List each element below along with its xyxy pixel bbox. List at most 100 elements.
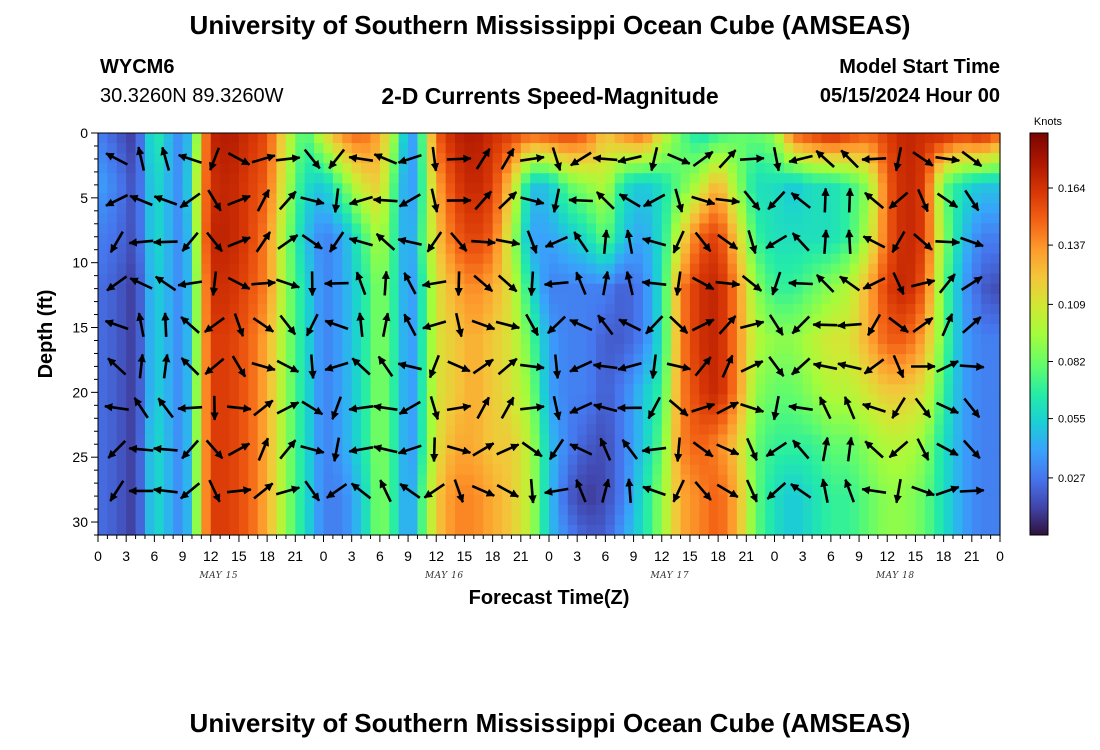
- heat-cell: [887, 334, 898, 345]
- heat-cell: [652, 243, 663, 255]
- current-arrow: [716, 483, 739, 499]
- heat-cell: [840, 354, 851, 365]
- heat-cell: [144, 454, 155, 466]
- heat-cell: [473, 263, 484, 275]
- heat-cell: [943, 283, 954, 295]
- heat-cell: [116, 283, 127, 295]
- heat-cell: [483, 183, 494, 194]
- heat-cell: [342, 494, 353, 506]
- heat-cell: [539, 434, 550, 446]
- current-arrow: [251, 361, 276, 372]
- heat-cell: [736, 464, 747, 476]
- heat-cell: [981, 514, 992, 526]
- heat-cell: [821, 203, 832, 214]
- heat-cell: [492, 143, 503, 154]
- current-arrow: [372, 195, 398, 205]
- heat-cell: [671, 414, 682, 426]
- current-arrow: [208, 479, 221, 503]
- heat-cell: [248, 404, 259, 415]
- heat-cell: [408, 414, 419, 426]
- heat-cell: [445, 313, 456, 325]
- heat-cell: [765, 414, 776, 426]
- heat-cell: [830, 303, 841, 315]
- heat-cell: [210, 504, 221, 516]
- heat-cell: [351, 303, 362, 315]
- heat-cell: [483, 153, 494, 164]
- heat-cell: [126, 504, 137, 516]
- heat-cell: [661, 334, 672, 345]
- heat-cell: [924, 253, 935, 265]
- current-arrow: [791, 315, 811, 335]
- heat-cell: [906, 223, 917, 235]
- heat-cell: [210, 424, 221, 436]
- heat-cell: [821, 213, 832, 225]
- heat-cell: [191, 424, 202, 436]
- heat-cell: [342, 303, 353, 315]
- heat-cell: [746, 143, 757, 154]
- heat-cell: [436, 143, 447, 154]
- heat-cell: [370, 233, 381, 245]
- heat-cell: [455, 354, 466, 365]
- heat-cell: [680, 434, 691, 446]
- heat-cell: [830, 424, 841, 436]
- heat-cell: [173, 133, 184, 144]
- heat-cell: [567, 504, 578, 516]
- heat-cell: [962, 334, 973, 345]
- heat-cell: [680, 334, 691, 345]
- heat-cell: [436, 364, 447, 375]
- heat-cell: [107, 133, 118, 144]
- heat-cell: [323, 354, 334, 365]
- heat-cell: [182, 464, 193, 476]
- heat-cell: [464, 354, 475, 365]
- heat-cell: [755, 263, 766, 275]
- heat-cell: [163, 183, 174, 194]
- heat-cell: [990, 283, 1001, 295]
- heat-cell: [718, 213, 729, 225]
- heat-cell: [248, 283, 259, 295]
- heat-cell: [163, 504, 174, 516]
- heat-cell: [98, 484, 108, 496]
- heat-cell: [765, 474, 776, 486]
- heat-cell: [877, 163, 888, 174]
- heat-cell: [689, 424, 700, 436]
- heat-cell: [774, 253, 785, 265]
- heat-cell: [492, 334, 503, 345]
- heat-cell: [323, 223, 334, 235]
- heat-cell: [624, 354, 635, 365]
- heat-cell: [661, 424, 672, 436]
- heat-cell: [887, 504, 898, 516]
- heat-cell: [633, 283, 644, 295]
- current-arrow: [227, 442, 251, 457]
- heat-cell: [605, 283, 616, 295]
- heat-cell: [821, 414, 832, 426]
- heat-cell: [502, 384, 513, 395]
- heat-cell: [323, 344, 334, 355]
- heat-cell: [417, 183, 428, 194]
- heat-cell: [182, 434, 193, 446]
- heat-cell: [953, 293, 964, 305]
- heat-cell: [586, 344, 597, 355]
- heat-cell: [981, 283, 992, 295]
- heat-cell: [98, 474, 108, 486]
- heat-cell: [98, 424, 108, 436]
- heat-cell: [107, 213, 118, 225]
- heat-cell: [567, 514, 578, 526]
- heat-cell: [116, 454, 127, 466]
- heat-cell: [154, 474, 165, 486]
- heat-cell: [276, 334, 287, 345]
- heat-cell: [595, 414, 606, 426]
- heat-cell: [595, 464, 606, 476]
- heat-cell: [840, 303, 851, 315]
- heat-cell: [417, 263, 428, 275]
- heat-cell: [342, 223, 353, 235]
- heat-cell: [671, 434, 682, 446]
- heat-cell: [962, 133, 973, 144]
- heat-cell: [915, 143, 926, 154]
- heat-cell: [652, 524, 663, 536]
- current-arrow: [821, 436, 831, 462]
- heat-cell: [379, 173, 390, 184]
- current-arrow: [837, 361, 862, 371]
- current-arrow: [694, 231, 712, 253]
- heat-cell: [267, 384, 278, 395]
